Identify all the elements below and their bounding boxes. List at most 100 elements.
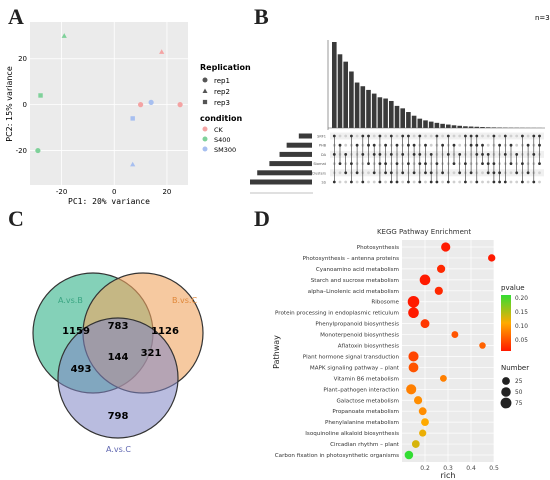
matrix-dot <box>487 144 490 147</box>
matrix-dot <box>538 171 541 174</box>
matrix-dot <box>344 144 347 147</box>
intersection-bar <box>400 108 405 128</box>
matrix-dot <box>487 135 490 138</box>
kegg-point <box>488 254 495 261</box>
kegg-pathway-label: Photosynthesis – antenna proteins <box>303 256 399 262</box>
legend-shape-icon <box>203 100 207 104</box>
set-size-bar <box>299 134 312 139</box>
matrix-dot <box>515 181 518 184</box>
legend-replication-title: Replication <box>200 63 251 72</box>
set-size-bar <box>257 170 312 175</box>
legend-replication-label: rep2 <box>214 88 230 96</box>
matrix-dot <box>384 135 387 138</box>
matrix-dot <box>356 181 359 184</box>
kegg-pathway-label: Propanoate metabolism <box>332 409 399 415</box>
kegg-point <box>441 242 450 251</box>
matrix-dot <box>527 135 530 138</box>
intersection-bar <box>332 42 337 128</box>
matrix-dot <box>515 144 518 147</box>
kegg-x-axis-label: rich <box>441 471 456 480</box>
pca-point <box>35 148 40 153</box>
kegg-x-tick-label: 0.5 <box>489 465 499 472</box>
pca-point <box>149 100 154 105</box>
kegg-point <box>420 275 431 286</box>
number-size-label: 25 <box>515 379 523 385</box>
kegg-point <box>412 440 420 448</box>
venn-region-bc: 321 <box>141 348 162 359</box>
matrix-dot <box>339 171 342 174</box>
number-size-swatch <box>502 377 510 385</box>
kegg-title: KEGG Pathway Enrichment <box>377 228 471 236</box>
kegg-pathway-label: Cyanoamino acid metabolism <box>316 267 399 273</box>
intersection-bar <box>406 112 411 128</box>
pca-y-tick-label: -20 <box>16 147 27 155</box>
set-name-label: SS <box>322 181 327 185</box>
matrix-dot <box>458 135 461 138</box>
matrix-dot <box>458 144 461 147</box>
kegg-pathway-label: Aflatoxin biosynthesis <box>338 344 399 350</box>
matrix-dot <box>413 135 416 138</box>
kegg-pathway-label: Photosynthesis <box>357 245 399 251</box>
matrix-dot <box>470 181 473 184</box>
set-name-label: DA <box>321 153 327 157</box>
venn-region-a-only: 1159 <box>62 326 90 337</box>
kegg-pathway-label: Plant hormone signal transduction <box>303 354 400 360</box>
matrix-dot <box>384 181 387 184</box>
kegg-point <box>421 319 430 328</box>
number-size-label: 50 <box>515 390 523 396</box>
legend-color-swatch <box>203 137 208 142</box>
set-name-label: SRF1 <box>317 135 326 139</box>
matrix-dot <box>344 135 347 138</box>
pca-x-tick-label: 0 <box>112 188 116 196</box>
legend-replication-label: rep3 <box>214 99 230 107</box>
matrix-dot <box>367 181 370 184</box>
matrix-dot <box>344 181 347 184</box>
venn-region-ac: 493 <box>71 364 92 375</box>
matrix-dot <box>401 181 404 184</box>
kegg-pathway-label: Carbon fixation in photosynthetic organi… <box>275 453 399 459</box>
matrix-dot <box>510 135 513 138</box>
kegg-pathway-label: Vitamin B6 metabolism <box>334 376 399 382</box>
pvalue-colorbar <box>501 295 511 351</box>
venn-set-label-b-vs-c: B.vs.C <box>172 296 197 305</box>
number-size-swatch <box>501 387 511 397</box>
intersection-bar <box>389 101 394 128</box>
intersection-bar <box>338 54 343 128</box>
matrix-dot <box>510 171 513 174</box>
matrix-dot <box>527 181 530 184</box>
pvalue-tick-label: 0.05 <box>515 338 528 344</box>
intersection-bar <box>429 122 434 128</box>
venn-region-c-only: 798 <box>108 411 129 422</box>
kegg-pathway-label: alpha–Linolenic acid metabolism <box>308 289 399 295</box>
pca-y-tick-label: 0 <box>23 101 27 109</box>
pca-point <box>138 102 143 107</box>
matrix-dot <box>413 181 416 184</box>
kegg-point <box>440 375 447 382</box>
legend-color-swatch <box>203 147 208 152</box>
kegg-point <box>419 430 426 437</box>
intersection-bar <box>452 125 457 128</box>
matrix-dot <box>481 135 484 138</box>
legend-shape-icon <box>203 89 208 94</box>
matrix-dot <box>453 181 456 184</box>
number-size-label: 75 <box>515 401 523 407</box>
kegg-point <box>435 287 443 295</box>
matrix-dot <box>356 135 359 138</box>
set-name-label: PHB <box>319 144 327 148</box>
kegg-point <box>479 342 486 349</box>
kegg-pathway-label: Phenylpropanoid biosynthesis <box>315 322 399 328</box>
kegg-pathway-label: Isoquinoline alkaloid biosynthesis <box>305 431 399 437</box>
legend-number-title: Number <box>501 364 529 372</box>
legend-color-swatch <box>203 127 208 132</box>
matrix-dot <box>481 171 484 174</box>
legend-condition-title: condition <box>200 114 242 123</box>
pvalue-tick-label: 0.20 <box>515 296 528 302</box>
kegg-point <box>437 265 445 273</box>
kegg-point <box>414 396 422 404</box>
matrix-dot <box>339 181 342 184</box>
kegg-point <box>451 331 458 338</box>
kegg-pathway-label: Circadian rhythm – plant <box>330 442 400 448</box>
legend-shape-icon <box>203 78 208 83</box>
kegg-pathway-label: Phenylalanine metabolism <box>325 420 399 426</box>
intersection-bar <box>395 106 400 128</box>
